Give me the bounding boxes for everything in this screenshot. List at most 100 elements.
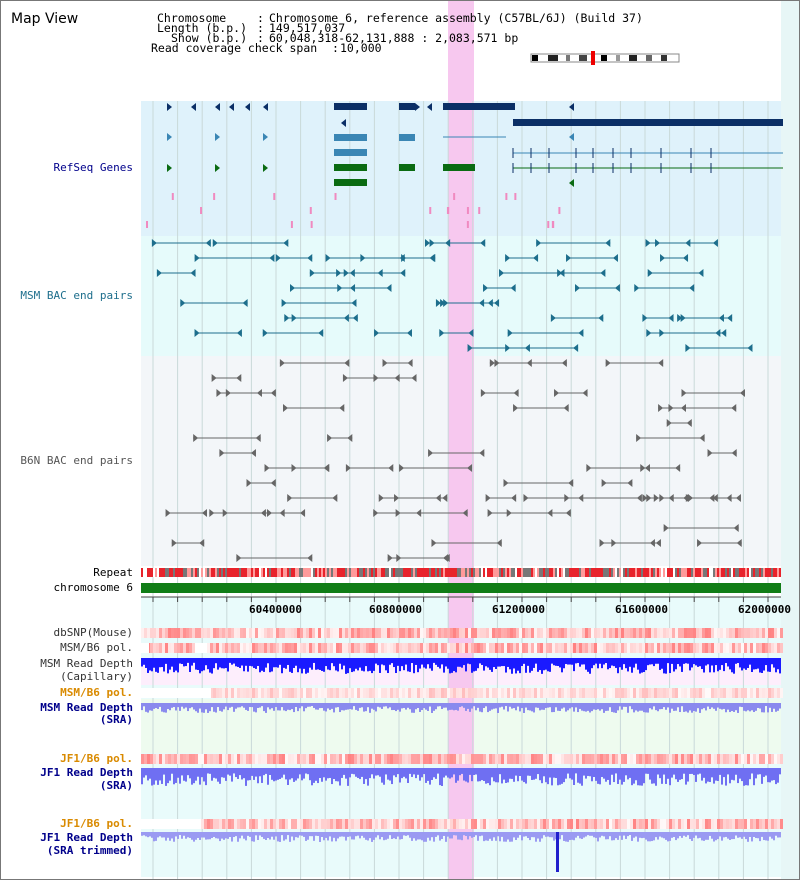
heat-cell [669, 643, 672, 653]
heat-cell [150, 628, 153, 638]
page-title: Map View [11, 11, 79, 27]
depth-bar [243, 832, 245, 839]
heat-cell [759, 754, 762, 764]
depth-bar [331, 703, 333, 709]
heat-cell [744, 819, 747, 829]
b6n-bac-pair-end [344, 359, 350, 367]
depth-bar [631, 703, 633, 710]
heat-cell [492, 754, 495, 764]
depth-bar [649, 658, 651, 665]
heat-cell [618, 754, 621, 764]
heat-cell [450, 628, 453, 638]
depth-bar [635, 832, 637, 837]
heat-cell [744, 688, 747, 698]
depth-bar [209, 832, 211, 840]
depth-bar [513, 768, 515, 782]
depth-bar [657, 703, 659, 712]
depth-bar [261, 768, 263, 783]
repeat-segment [341, 568, 343, 577]
heat-cell [726, 688, 729, 698]
heat-cell [711, 754, 714, 764]
depth-spike [556, 832, 559, 872]
repeat-segment [355, 568, 357, 577]
depth-bar [303, 658, 305, 669]
heat-cell [180, 754, 183, 764]
heat-cell [384, 754, 387, 764]
repeat-segment [727, 568, 729, 577]
depth-bar [439, 832, 441, 841]
heat-cell [372, 754, 375, 764]
repeat-segment [325, 568, 327, 577]
depth-bar [335, 768, 337, 782]
depth-bar [729, 768, 731, 784]
depth-bar [191, 658, 193, 666]
depth-bar [269, 703, 271, 710]
depth-bar [609, 832, 611, 837]
ideogram-band [661, 55, 667, 61]
depth-bar [413, 703, 415, 713]
depth-bar [577, 768, 579, 783]
heat-cell [651, 688, 654, 698]
repeat-segment [729, 568, 731, 577]
depth-bar [659, 703, 661, 710]
msm-bac-pair-end [668, 314, 674, 322]
depth-bar [765, 658, 767, 666]
b6n-bac-pair-end [663, 524, 669, 532]
heat-cell [327, 688, 330, 698]
repeat-segment [185, 568, 187, 577]
depth-bar [765, 768, 767, 776]
repeat-segment [591, 568, 593, 577]
heat-cell [240, 754, 243, 764]
heat-cell [771, 688, 774, 698]
gene-arrow [229, 103, 234, 111]
heat-cell [333, 643, 336, 653]
depth-bar [527, 658, 529, 666]
depth-bar [215, 768, 217, 779]
heat-cell [726, 628, 729, 638]
heat-cell [273, 688, 276, 698]
depth-bar [467, 768, 469, 783]
depth-bar [275, 768, 277, 781]
heat-cell [345, 688, 348, 698]
heat-cell [543, 688, 546, 698]
depth-bar [777, 832, 779, 838]
ideogram-band [566, 55, 570, 61]
heat-cell [159, 754, 162, 764]
heat-cell [159, 643, 162, 653]
heat-cell [558, 819, 561, 829]
depth-bar [699, 703, 701, 713]
heat-cell [453, 628, 456, 638]
repeat-segment [229, 568, 231, 577]
repeat-segment [231, 568, 233, 577]
heat-cell [660, 819, 663, 829]
depth-bar [585, 832, 587, 837]
depth-bar [751, 658, 753, 673]
gene-arrow [191, 103, 196, 111]
heat-cell [480, 628, 483, 638]
depth-bar [617, 832, 619, 840]
depth-bar [177, 658, 179, 673]
heat-cell [369, 819, 372, 829]
heat-cell [315, 643, 318, 653]
heat-cell [753, 688, 756, 698]
heat-cell [429, 628, 432, 638]
heat-cell [327, 628, 330, 638]
heat-cell [585, 688, 588, 698]
heat-cell [411, 688, 414, 698]
depth-bar [347, 832, 349, 837]
gap [195, 643, 207, 653]
depth-bar [209, 658, 211, 673]
depth-bar [531, 832, 533, 838]
repeat-segment [577, 568, 579, 577]
heat-cell [738, 643, 741, 653]
depth-bar [557, 703, 559, 711]
heat-cell [396, 754, 399, 764]
heat-cell [741, 628, 744, 638]
depth-bar [405, 703, 407, 710]
heat-cell [549, 819, 552, 829]
depth-bar [759, 658, 761, 673]
heat-cell [153, 754, 156, 764]
heat-cell [522, 628, 525, 638]
depth-bar [197, 658, 199, 671]
